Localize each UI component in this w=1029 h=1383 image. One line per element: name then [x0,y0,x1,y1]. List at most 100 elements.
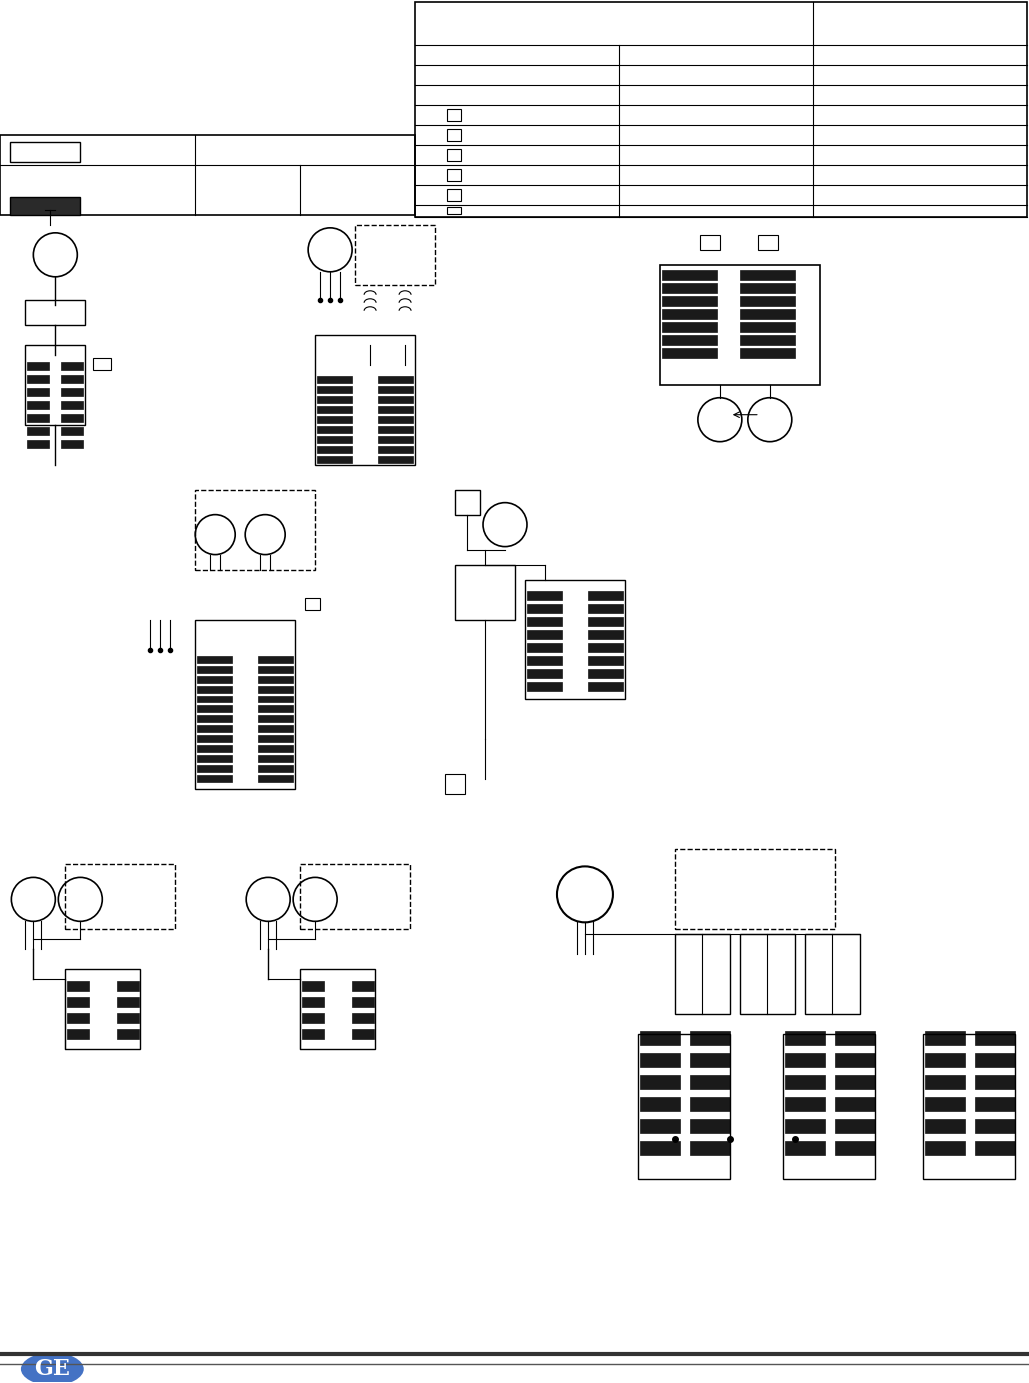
Bar [525,579,625,700]
Bar [117,1029,139,1039]
Ellipse shape [20,1351,84,1383]
Bar [378,445,413,452]
Bar [527,656,562,664]
Bar [258,755,293,762]
Bar [974,1141,1015,1155]
Bar [675,935,730,1014]
Bar [196,490,315,570]
Bar [28,387,49,396]
Bar [303,1029,324,1039]
Bar [640,1032,680,1046]
Bar [117,1014,139,1023]
Bar [638,1034,730,1180]
Bar [527,668,562,678]
Bar [62,414,83,422]
Bar [662,347,717,358]
Bar [196,620,295,790]
Bar [258,745,293,752]
Bar [62,440,83,448]
Bar [527,643,562,651]
Bar [640,1054,680,1068]
Bar [258,765,293,773]
Bar [925,1075,964,1090]
Bar [805,935,860,1014]
Bar [317,455,352,463]
Bar [588,682,623,690]
Bar [689,1075,730,1090]
Bar [28,414,49,422]
Bar [378,405,413,412]
Bar [527,629,562,639]
Bar [300,969,376,1050]
Bar [740,347,794,358]
Bar [94,358,111,369]
Bar [62,362,83,369]
Bar [258,726,293,733]
Bar [925,1032,964,1046]
Bar [117,982,139,992]
Bar [662,308,717,318]
Bar [640,1119,680,1133]
Bar [258,665,293,672]
Bar [689,1054,730,1068]
Bar [835,1097,875,1111]
Bar [447,129,461,141]
Bar [835,1119,875,1133]
Bar [757,235,778,250]
Bar [67,1029,90,1039]
Bar [740,270,794,279]
Bar [306,597,320,610]
Bar [198,686,233,693]
Bar [117,997,139,1007]
Bar [974,1054,1015,1068]
Bar [740,296,794,306]
Bar [26,344,85,425]
Bar [378,386,413,393]
Bar [352,997,375,1007]
Bar [447,109,461,120]
Bar [258,675,293,683]
Bar [783,1034,875,1180]
Bar [62,375,83,383]
Bar [925,1119,964,1133]
Bar [378,436,413,443]
Bar [198,776,233,783]
Bar [67,997,90,1007]
Bar [258,696,293,703]
Bar [378,426,413,433]
Bar [640,1141,680,1155]
Bar [258,686,293,693]
Bar [925,1097,964,1111]
Bar [455,490,480,514]
Bar [974,1075,1015,1090]
Bar [28,427,49,434]
Bar [446,774,465,794]
Bar [378,416,413,423]
Bar [28,401,49,409]
Bar [740,335,794,344]
Bar [26,300,85,325]
Bar [925,1141,964,1155]
Bar [785,1075,825,1090]
Bar [317,396,352,402]
Bar [62,427,83,434]
Bar [785,1119,825,1133]
Bar [198,705,233,712]
Bar [785,1141,825,1155]
Bar [835,1075,875,1090]
Bar [258,656,293,662]
Bar [378,455,413,463]
Bar [258,715,293,722]
Bar [835,1054,875,1068]
Bar [835,1141,875,1155]
Bar [662,335,717,344]
Bar [317,426,352,433]
Bar [740,935,794,1014]
Text: GE: GE [34,1358,70,1380]
Bar [785,1032,825,1046]
Bar [28,375,49,383]
Bar [198,726,233,733]
Bar [923,1034,1015,1180]
Bar [10,196,80,214]
Bar [415,1,1027,217]
